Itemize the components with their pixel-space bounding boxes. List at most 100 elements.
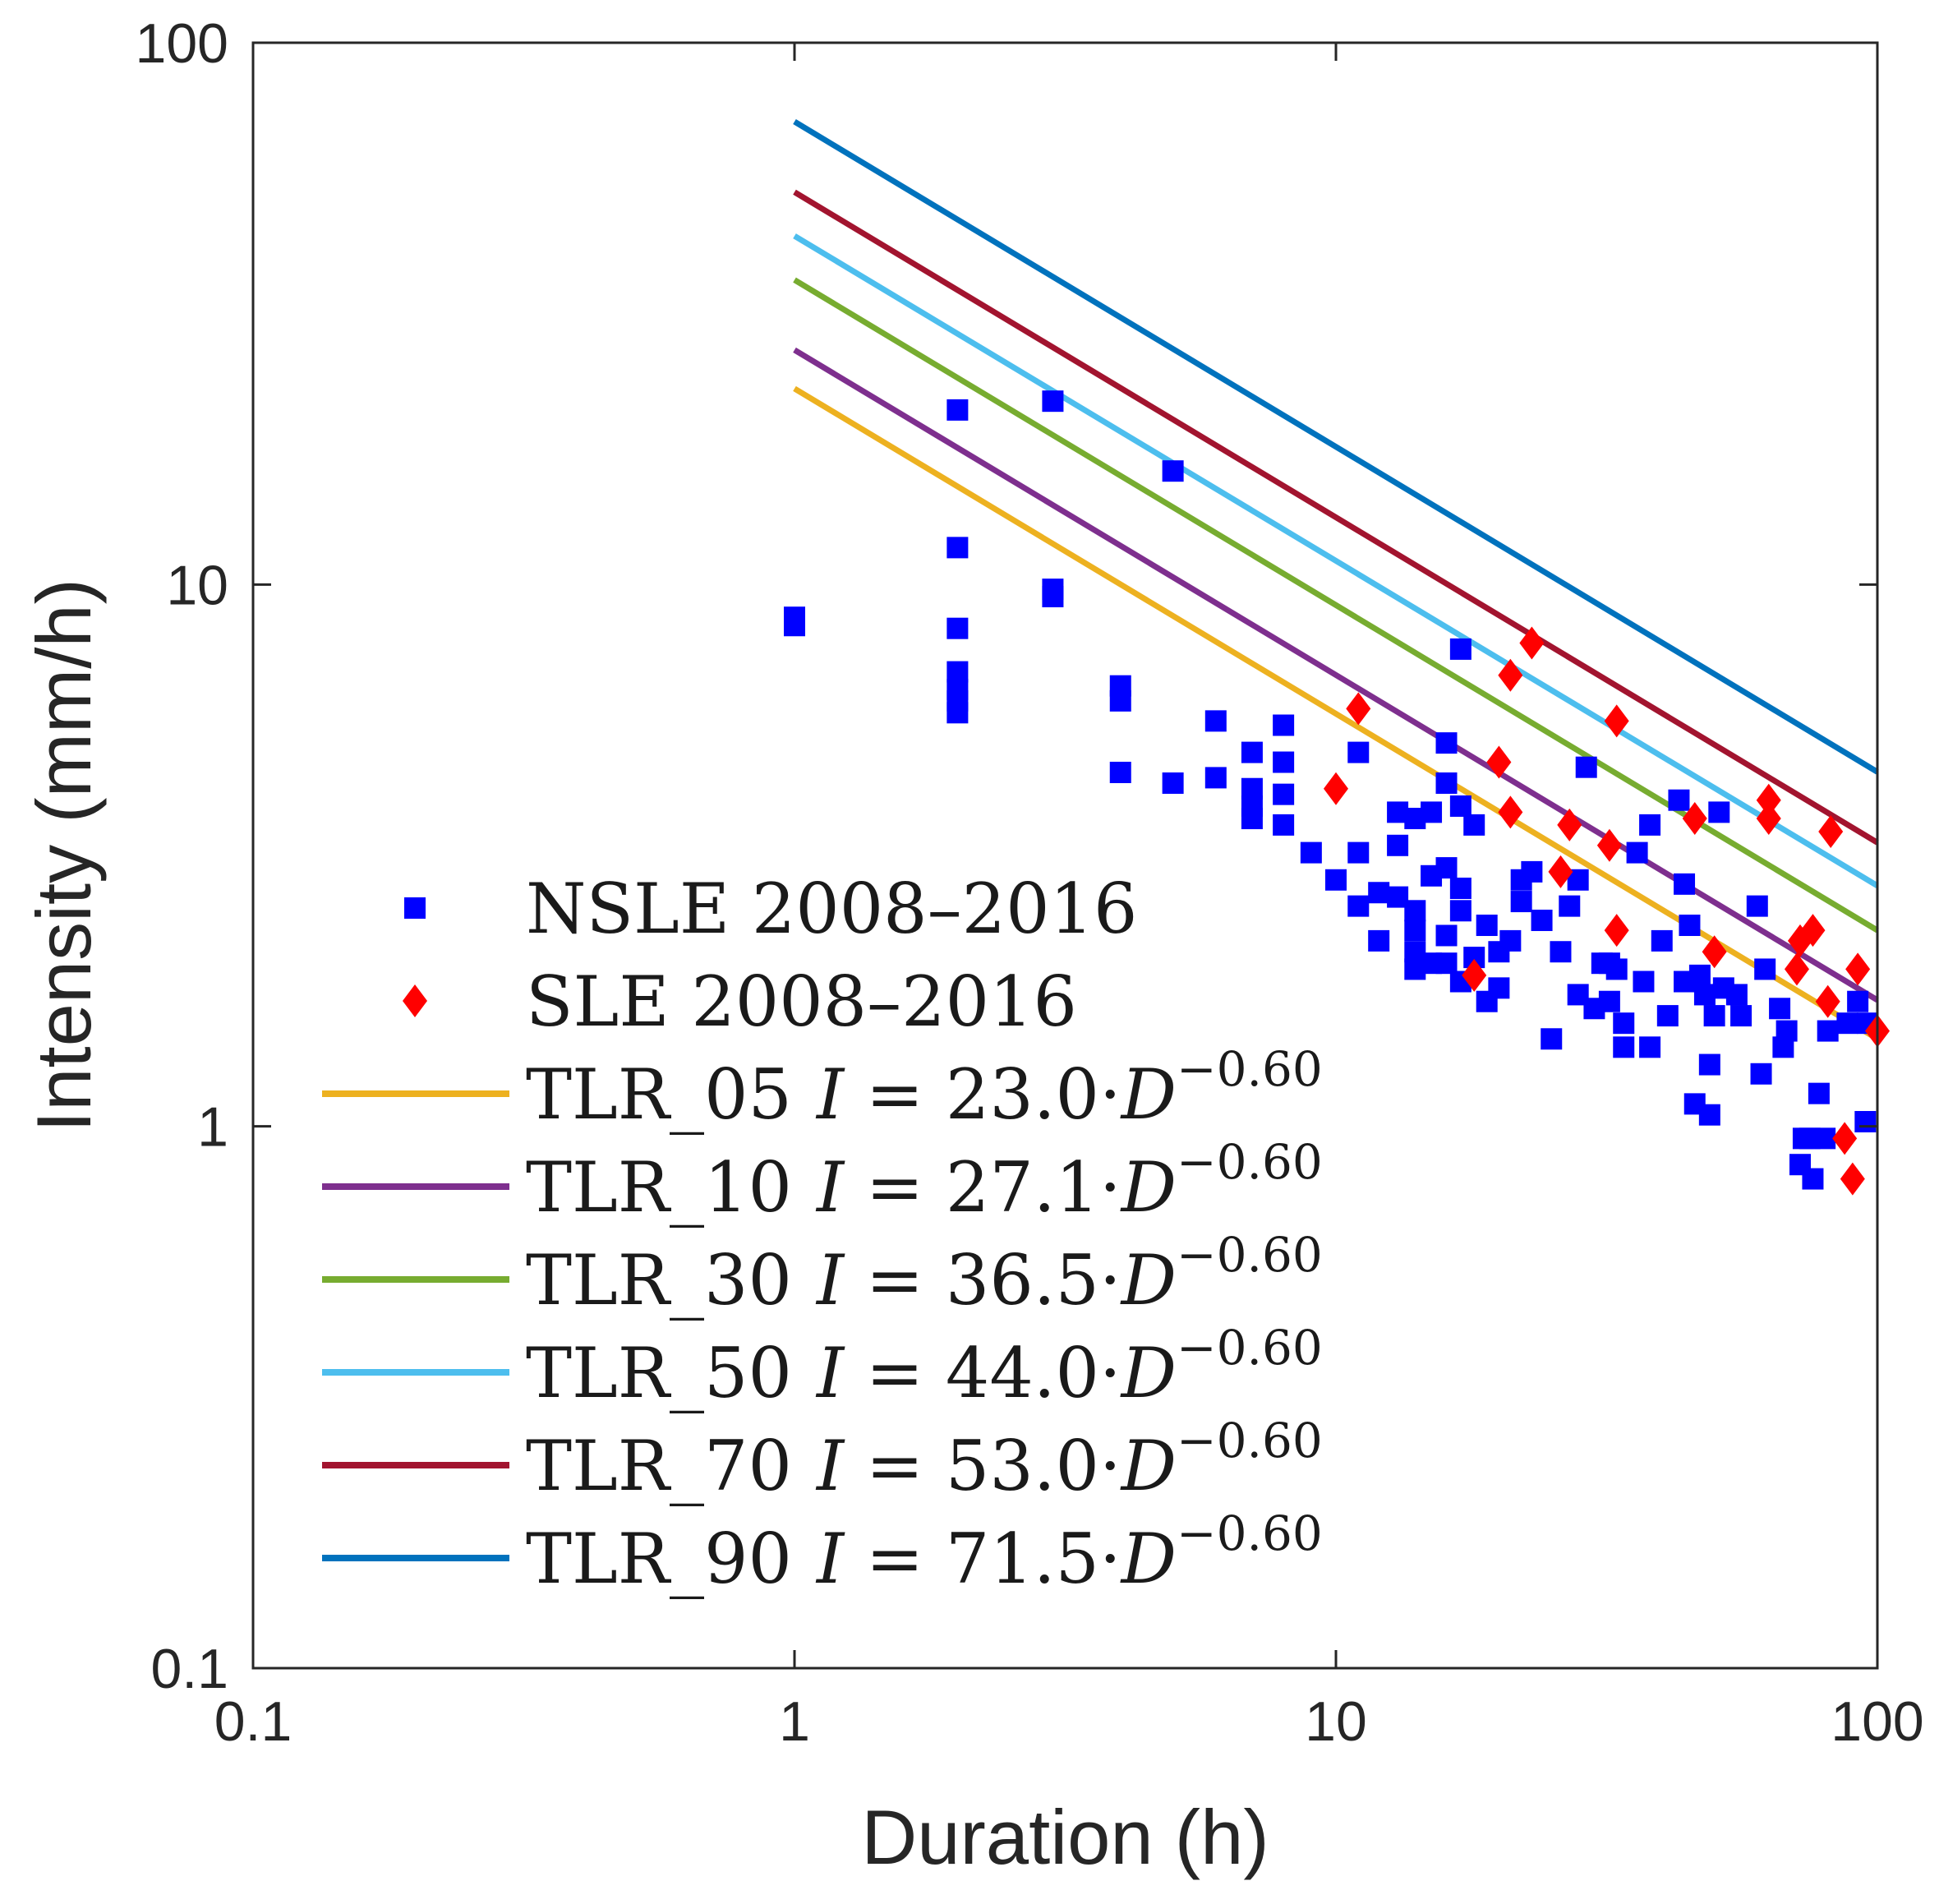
legend-label: TLR_90 I = 71.5·D−0.60 (526, 1505, 1323, 1599)
y-tick-label: 100 (136, 12, 228, 75)
nsle-point (1633, 970, 1655, 993)
sle-point (1784, 952, 1809, 986)
nsle-point (1204, 710, 1227, 732)
nsle-point (1241, 741, 1263, 763)
nsle-point (1476, 915, 1498, 937)
nsle-point (1387, 834, 1409, 856)
nsle-point (1273, 751, 1295, 773)
nsle-point (1449, 900, 1472, 922)
nsle-point (1241, 808, 1263, 830)
nsle-point (1698, 1104, 1720, 1126)
nsle-point (1521, 860, 1543, 883)
nsle-point (1541, 1028, 1563, 1050)
sle-point (1324, 772, 1348, 805)
nsle-point (1817, 1020, 1839, 1042)
nsle-point (1847, 990, 1869, 1012)
x-tick-label: 1 (779, 1690, 810, 1753)
sle-point (1498, 658, 1523, 692)
nsle-point (1575, 756, 1597, 778)
x-tick-label: 0.1 (214, 1690, 292, 1753)
nsle-point (1435, 857, 1458, 879)
nsle-point (1449, 795, 1472, 817)
sle-point (1815, 984, 1840, 1018)
legend-label: TLR_30 I = 36.5·D−0.60 (526, 1227, 1323, 1321)
nsle-point (1347, 895, 1370, 917)
sle-point (1840, 1162, 1865, 1196)
legend-square-icon (404, 897, 426, 919)
legend-label: TLR_50 I = 44.0·D−0.60 (526, 1320, 1323, 1413)
nsle-point (1814, 1127, 1836, 1150)
plot-frame (251, 41, 1879, 1670)
nsle-point (1273, 714, 1295, 736)
nsle-point (1404, 900, 1426, 922)
sle-point (1519, 626, 1545, 660)
nsle-point (1273, 783, 1295, 805)
nsle-point (1698, 1053, 1720, 1076)
nsle-point (1368, 929, 1390, 952)
nsle-point (1854, 1110, 1877, 1132)
x-tick-label: 100 (1831, 1690, 1923, 1753)
nsle-point (1499, 929, 1522, 952)
sle-point (1604, 914, 1629, 947)
nsle-point (1598, 990, 1620, 1012)
nsle-point (1639, 1036, 1661, 1058)
legend-item: TLR_50 I = 44.0·D−0.60 (322, 1320, 1323, 1413)
nsle-point (1746, 895, 1768, 917)
sle-point (1845, 952, 1871, 986)
y-axis-label: Intensity (mm/h) (21, 579, 107, 1132)
sle-point (1557, 808, 1582, 841)
nsle-point (1703, 1005, 1725, 1027)
nsle-point (1559, 895, 1581, 917)
nsle-point (1605, 958, 1628, 980)
y-tick-label: 10 (166, 554, 228, 616)
nsle-point (1325, 869, 1347, 891)
sle-point (1800, 914, 1826, 947)
line-tlr-50 (793, 233, 1879, 888)
legend-item: NSLE 2008–2016 (404, 869, 1137, 949)
line-tlr-10 (793, 347, 1879, 1003)
nsle-point (1463, 814, 1485, 836)
nsle-point (1273, 814, 1295, 836)
sle-point (1702, 935, 1727, 969)
nsle-point (1613, 1012, 1635, 1035)
nsle-point (1750, 1063, 1772, 1085)
nsle-point (1421, 801, 1443, 823)
legend-label: TLR_70 I = 53.0·D−0.60 (526, 1413, 1323, 1506)
nsle-point (1449, 878, 1472, 899)
nsle-point (784, 606, 805, 629)
nsle-point (1550, 941, 1572, 963)
nsle-point (1754, 958, 1776, 980)
nsle-point (1836, 1012, 1858, 1035)
sle-point (1756, 783, 1781, 817)
legend-label: TLR_05 I = 23.0·D−0.60 (526, 1041, 1323, 1135)
line-tlr-90 (793, 119, 1879, 775)
legend-item: TLR_05 I = 23.0·D−0.60 (322, 1041, 1323, 1135)
nsle-point (1730, 1005, 1752, 1027)
nsle-point (1708, 801, 1730, 823)
nsle-point (1775, 1020, 1798, 1042)
nsle-point (1109, 761, 1131, 783)
nsle-point (1656, 1005, 1679, 1027)
nsle-point (946, 399, 969, 421)
legend-item: TLR_90 I = 71.5·D−0.60 (322, 1505, 1323, 1599)
nsle-point (1347, 841, 1370, 864)
nsle-point (1204, 767, 1227, 789)
sle-point (1818, 814, 1844, 848)
nsle-point (1488, 977, 1510, 999)
legend-item: SLE 2008–2016 (403, 961, 1077, 1042)
nsle-point (1109, 689, 1131, 712)
nsle-point (1162, 772, 1184, 794)
nsle-point (946, 537, 969, 559)
nsle-point (1679, 915, 1701, 937)
line-tlr-70 (793, 189, 1879, 846)
x-tick-label: 10 (1305, 1690, 1367, 1753)
nsle-point (1162, 460, 1184, 482)
data-points (784, 390, 1890, 1196)
nsle-point (1639, 814, 1661, 836)
sle-point (1596, 828, 1622, 862)
sle-point (1682, 802, 1707, 836)
